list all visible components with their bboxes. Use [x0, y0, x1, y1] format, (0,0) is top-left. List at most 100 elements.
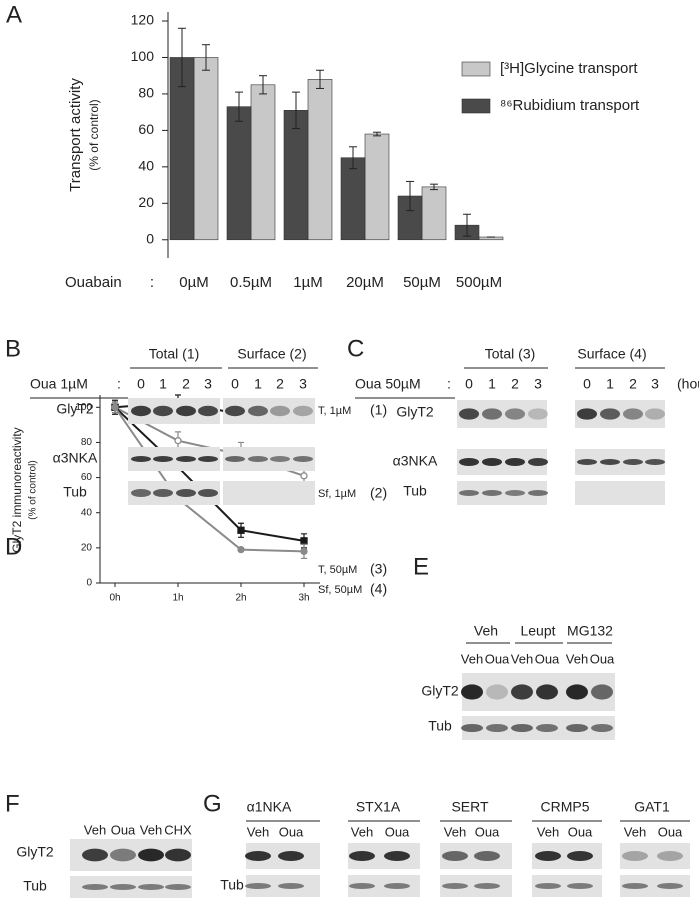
blot-band: [293, 456, 313, 462]
lane-label: 2: [629, 376, 637, 392]
blot-band: [528, 490, 548, 496]
group-label: Surface (4): [577, 346, 646, 362]
lane-label: 3: [299, 376, 307, 392]
x-tick-label: 0h: [109, 593, 120, 604]
y-tick-label: 40: [81, 507, 93, 518]
y-tick-label: 20: [81, 543, 93, 554]
bar: [307, 79, 333, 241]
lane-label: Oua: [111, 822, 136, 837]
blot-band: [622, 883, 648, 889]
row-label: Tub: [220, 877, 244, 893]
lane-label: 2: [182, 376, 190, 392]
blot-band: [505, 458, 525, 466]
error-bar: [235, 91, 243, 122]
error-bar: [406, 180, 414, 212]
blot-band: [577, 408, 597, 420]
y-tick-label: 100: [131, 48, 155, 64]
marker: [237, 545, 245, 554]
blot-band: [645, 408, 665, 420]
blot-band: [567, 851, 593, 861]
line: [114, 406, 305, 542]
blot-strip: [620, 843, 690, 869]
series-tag: (4): [370, 581, 387, 597]
lane-label: Veh: [566, 651, 588, 666]
blot-band: [535, 883, 561, 889]
blot-band: [138, 848, 164, 862]
blot-band: [131, 405, 151, 417]
lane-label: Oua: [279, 824, 304, 839]
lane-label: CHX: [164, 822, 192, 837]
blot-band: [245, 883, 271, 889]
y-tick-label: 60: [138, 121, 154, 137]
x-tick-label: 0.5µM: [230, 274, 272, 291]
lane-label: Veh: [247, 824, 269, 839]
panel-letter: D: [5, 533, 22, 560]
y-tick-label: 60: [81, 472, 93, 483]
blot-band: [505, 408, 525, 420]
row-label: α3NKA: [53, 450, 98, 466]
x-axis-label: Ouabain: [65, 274, 122, 291]
lane-label: 1: [254, 376, 262, 392]
lane-label: 3: [651, 376, 659, 392]
x-tick-label: 1µM: [293, 274, 322, 291]
blot-band: [459, 458, 479, 466]
blot-band: [384, 851, 410, 861]
error-bar: [349, 146, 357, 170]
y-tick-label: 120: [131, 12, 155, 28]
blot-band: [165, 848, 191, 862]
blot-strip: [620, 875, 690, 897]
group-label: Total (1): [149, 346, 200, 362]
blot-band: [474, 883, 500, 889]
blot-band: [278, 883, 304, 889]
blot-band: [153, 405, 173, 417]
lane-label: Veh: [624, 824, 646, 839]
blot-band: [486, 724, 508, 732]
panel-letter: B: [5, 335, 21, 362]
blot-band: [459, 490, 479, 496]
treatment-label: Oua 1µM: [30, 376, 88, 392]
blot-band: [591, 684, 613, 700]
blot-band: [165, 884, 191, 890]
group-label: Veh: [474, 623, 498, 639]
row-label: GlyT2: [396, 404, 434, 420]
blot-band: [535, 851, 561, 861]
group-label: Total (3): [485, 346, 536, 362]
blot-band: [270, 456, 290, 462]
series-label: T, 1µM: [318, 405, 351, 417]
blot-band: [278, 851, 304, 861]
lane-label: Veh: [537, 824, 559, 839]
row-label: Tub: [63, 484, 87, 500]
bar: [226, 106, 252, 241]
bar: [250, 84, 276, 241]
blot-band: [270, 405, 290, 417]
lane-label: Veh: [511, 651, 533, 666]
blot-band: [645, 459, 665, 465]
blot-band: [153, 489, 173, 497]
blot-band: [225, 456, 245, 462]
group-label: GAT1: [634, 799, 670, 815]
x-tick-label: 3h: [298, 593, 309, 604]
y-tick-label: 40: [138, 158, 154, 174]
lane-label: Veh: [444, 824, 466, 839]
blot-strip: [575, 481, 665, 505]
blot-band: [528, 458, 548, 466]
x-tick-label: 0µM: [179, 274, 208, 291]
row-label: GlyT2: [56, 401, 94, 417]
group-label: Surface (2): [237, 346, 306, 362]
lane-label: 0: [231, 376, 239, 392]
blot-band: [153, 456, 173, 462]
error-bar: [259, 75, 267, 95]
error-bar: [202, 44, 210, 71]
y-tick-label: 100: [75, 402, 92, 413]
blot-band: [566, 724, 588, 732]
separator: :: [447, 376, 451, 392]
lane-label: 3: [534, 376, 542, 392]
legend-label: ⁸⁶Rubidium transport: [500, 97, 640, 114]
blot-band: [657, 851, 683, 861]
blot-band: [198, 489, 218, 497]
y-axis-sublabel: (% of control): [28, 460, 39, 519]
lane-label: 0: [465, 376, 473, 392]
blot-band: [442, 851, 468, 861]
y-axis-label: Transport activity: [67, 78, 84, 192]
